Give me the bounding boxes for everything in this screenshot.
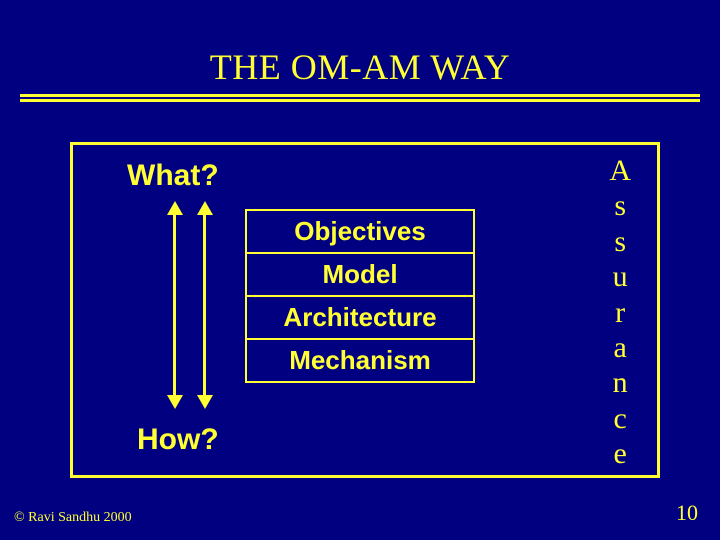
assurance-letter: n xyxy=(609,365,631,400)
layer-cell: Objectives xyxy=(245,209,475,254)
slide: THE OM-AM WAY What? How? Objectives Mode… xyxy=(0,0,720,540)
layer-stack: Objectives Model Architecture Mechanism xyxy=(245,209,475,383)
copyright-text: © Ravi Sandhu 2000 xyxy=(14,510,132,526)
arrow-line-right xyxy=(203,205,206,405)
layer-cell: Model xyxy=(245,252,475,297)
layer-cell: Architecture xyxy=(245,295,475,340)
assurance-vertical-label: A s s u r a n c e xyxy=(609,153,631,472)
how-label: How? xyxy=(137,423,219,457)
arrowhead-down-icon xyxy=(167,395,183,409)
assurance-letter: s xyxy=(609,224,631,259)
arrowhead-up-icon xyxy=(197,201,213,215)
arrow-line-left xyxy=(173,205,176,405)
assurance-letter: s xyxy=(609,188,631,223)
layer-cell: Mechanism xyxy=(245,338,475,383)
arrowhead-down-icon xyxy=(197,395,213,409)
assurance-letter: u xyxy=(609,259,631,294)
content-box: What? How? Objectives Model Architecture… xyxy=(70,142,660,478)
slide-title: THE OM-AM WAY xyxy=(0,0,720,88)
assurance-letter: A xyxy=(609,153,631,188)
assurance-letter: a xyxy=(609,330,631,365)
what-label: What? xyxy=(127,159,219,193)
assurance-letter: r xyxy=(609,295,631,330)
assurance-letter: c xyxy=(609,401,631,436)
assurance-letter: e xyxy=(609,436,631,471)
page-number: 10 xyxy=(676,500,698,526)
title-underline xyxy=(20,94,700,102)
arrowhead-up-icon xyxy=(167,201,183,215)
